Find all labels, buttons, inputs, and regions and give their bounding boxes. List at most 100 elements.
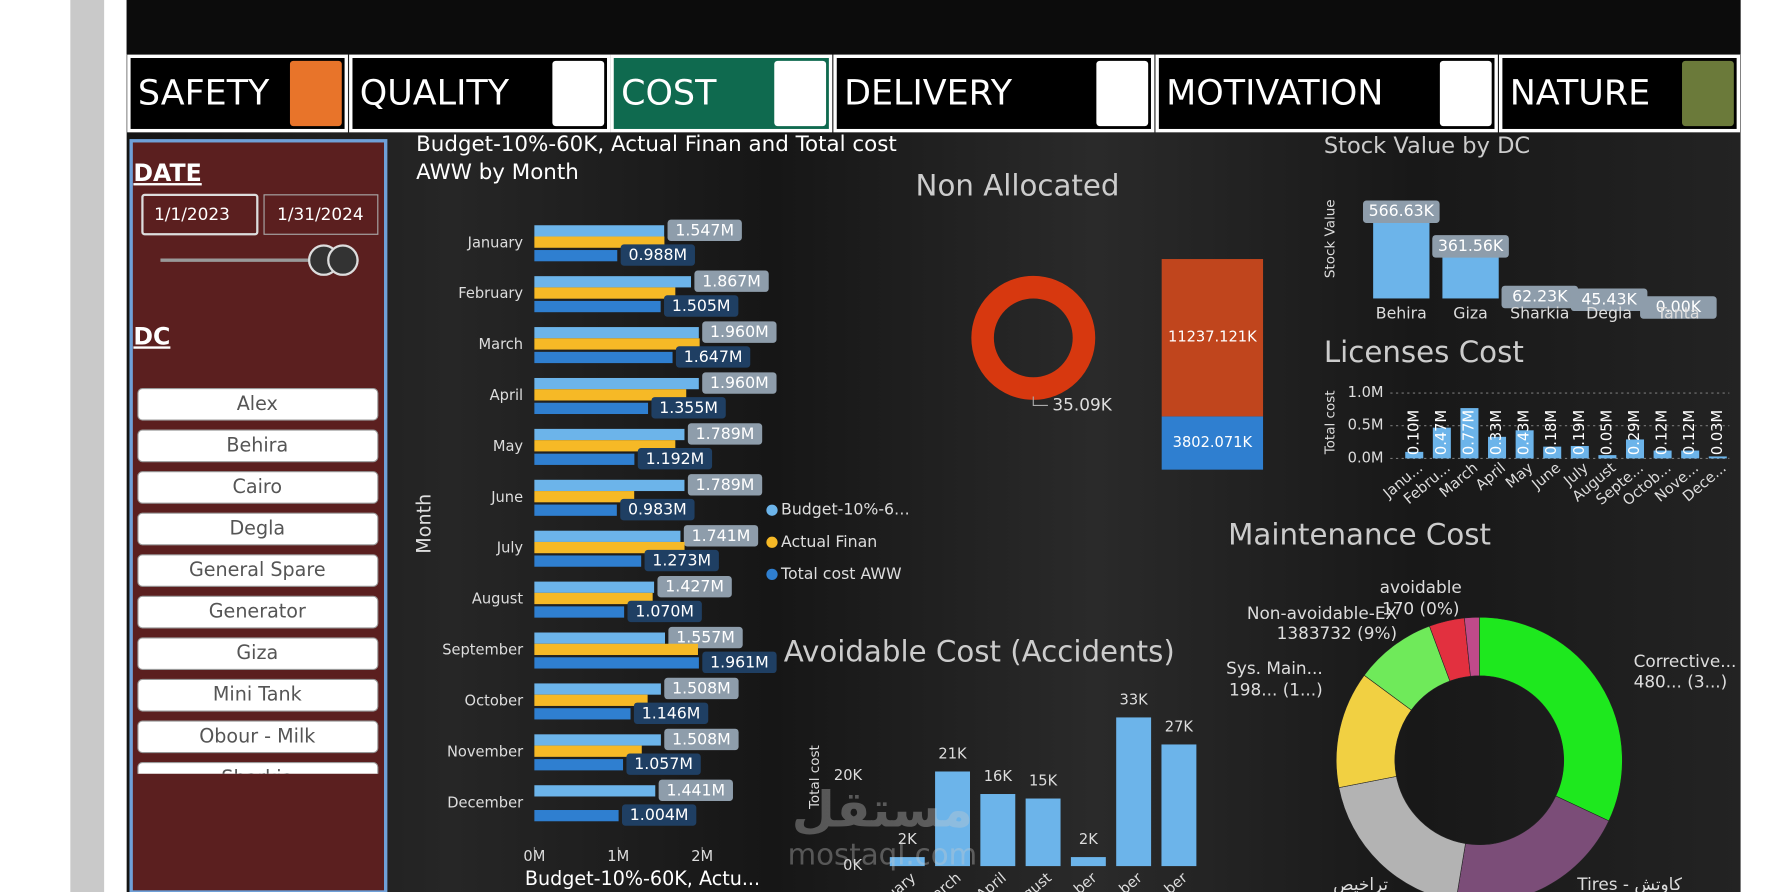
bar bbox=[534, 402, 649, 415]
data-label: 1.146M bbox=[642, 703, 701, 722]
dc-option-label[interactable]: Sharkia bbox=[221, 766, 293, 789]
data-label-box bbox=[664, 677, 739, 700]
slice-label: 35.09K bbox=[1052, 394, 1112, 414]
dc-option-label[interactable]: Obour - Milk bbox=[199, 724, 316, 747]
dc-option[interactable] bbox=[137, 512, 379, 546]
bar bbox=[534, 734, 661, 746]
scroll-gutter bbox=[70, 0, 105, 892]
dc-option[interactable] bbox=[137, 678, 379, 712]
data-label: 1.057M bbox=[634, 754, 693, 773]
dc-option-label[interactable]: Generator bbox=[209, 600, 306, 623]
x-tick-label: Behira bbox=[1376, 304, 1427, 323]
bar bbox=[534, 351, 673, 364]
bar bbox=[534, 541, 685, 554]
data-label-box bbox=[694, 270, 769, 292]
data-label: 1.508M bbox=[672, 679, 731, 698]
tab-icon bbox=[1096, 60, 1149, 127]
dc-option-label[interactable]: Cairo bbox=[233, 475, 283, 498]
bar bbox=[889, 857, 925, 867]
tab-label[interactable]: SAFETY bbox=[138, 74, 270, 114]
data-label: 33K bbox=[1120, 692, 1149, 709]
data-label: 1.789M bbox=[696, 424, 755, 443]
data-label: 1.960M bbox=[710, 322, 769, 341]
end-date[interactable]: 1/31/2024 bbox=[277, 204, 364, 224]
data-label: 1.004M bbox=[630, 805, 689, 824]
dc-option-label[interactable]: Giza bbox=[236, 641, 278, 664]
bar bbox=[1460, 408, 1479, 459]
tab-label[interactable]: MOTIVATION bbox=[1166, 74, 1383, 114]
tab-label[interactable]: DELIVERY bbox=[844, 74, 1013, 114]
data-label: 1.505M bbox=[672, 296, 731, 315]
x-tick-label: Degla bbox=[1586, 304, 1632, 323]
bar bbox=[534, 810, 619, 822]
data-label-box bbox=[702, 651, 777, 674]
bar bbox=[534, 479, 685, 492]
dc-option[interactable] bbox=[137, 720, 379, 754]
slider-handle[interactable] bbox=[327, 244, 359, 276]
end-date-box[interactable] bbox=[263, 194, 379, 235]
y-tick-label: May bbox=[493, 438, 524, 455]
bar bbox=[1515, 430, 1534, 459]
bar bbox=[1598, 455, 1617, 459]
bar bbox=[534, 606, 625, 618]
dc-option[interactable] bbox=[137, 387, 379, 421]
dc-option-label[interactable]: Behira bbox=[226, 433, 288, 456]
legend-label: Actual Finan bbox=[781, 532, 877, 551]
y-tick-label: 0K bbox=[843, 857, 862, 874]
bar bbox=[534, 225, 665, 237]
bar bbox=[534, 504, 617, 516]
data-label: 1.960M bbox=[710, 373, 769, 392]
slice-label: Tires - كاوتش bbox=[1576, 874, 1683, 892]
data-label: 0.988M bbox=[628, 245, 687, 264]
data-label-box bbox=[620, 498, 695, 521]
data-label: 0.00K bbox=[1656, 297, 1702, 316]
bar bbox=[1025, 798, 1061, 867]
data-label-box bbox=[687, 423, 763, 445]
x-tick-label: 2M bbox=[691, 848, 713, 865]
data-label: 15K bbox=[1029, 773, 1058, 790]
slice-label: avoidable bbox=[1380, 577, 1462, 597]
watermark-ar: مستقل bbox=[792, 781, 973, 839]
tab-icon bbox=[552, 60, 605, 127]
bar bbox=[534, 759, 624, 771]
data-label-box bbox=[1363, 200, 1440, 223]
data-label: 0.10M bbox=[1405, 410, 1422, 455]
tab-label[interactable]: NATURE bbox=[1510, 74, 1650, 114]
dc-option-label[interactable]: General Spare bbox=[189, 558, 326, 581]
chart-title: Budget-10%-60K, Actual Finan and Total c… bbox=[416, 132, 897, 185]
bar bbox=[534, 428, 685, 441]
y-tick-label: 0.0M bbox=[1348, 449, 1384, 466]
data-label: 1.647M bbox=[684, 347, 743, 366]
dc-option[interactable] bbox=[137, 554, 379, 587]
tab-label[interactable]: COST bbox=[621, 74, 717, 114]
data-label: 0.05M bbox=[1598, 410, 1615, 455]
data-label: 1.273M bbox=[652, 551, 711, 570]
bar bbox=[534, 440, 676, 452]
data-label-box bbox=[1501, 285, 1579, 309]
start-date-box[interactable] bbox=[141, 193, 259, 236]
slice-label: 170 (0%) bbox=[1382, 598, 1460, 618]
dc-option[interactable] bbox=[137, 429, 379, 463]
data-label: 1.867M bbox=[702, 271, 761, 290]
data-label: 0.33M bbox=[1488, 410, 1505, 455]
start-date[interactable]: 1/1/2023 bbox=[154, 204, 230, 224]
dc-option[interactable] bbox=[137, 471, 379, 504]
bar bbox=[534, 236, 665, 248]
chart-title: Non Allocated bbox=[916, 168, 1120, 202]
dc-option-label[interactable]: Degla bbox=[229, 517, 285, 540]
x-tick-label: Sharkia bbox=[1510, 304, 1569, 323]
tab-label[interactable]: QUALITY bbox=[360, 74, 510, 114]
dc-option[interactable] bbox=[137, 637, 379, 671]
y-axis-label: Total cost bbox=[1323, 390, 1339, 455]
dc-option-label[interactable]: Alex bbox=[237, 392, 278, 415]
y-tick-label: February bbox=[458, 285, 523, 302]
data-label: 0.18M bbox=[1543, 410, 1560, 455]
dc-option-label[interactable]: Mini Tank bbox=[213, 683, 303, 706]
data-label: 1.961M bbox=[710, 652, 769, 671]
bar bbox=[1070, 857, 1106, 867]
dc-label: DC bbox=[133, 322, 170, 350]
dc-option[interactable] bbox=[137, 762, 379, 795]
dc-option[interactable] bbox=[137, 595, 379, 629]
data-label: 1.508M bbox=[672, 729, 731, 748]
tab[interactable] bbox=[1155, 54, 1498, 133]
